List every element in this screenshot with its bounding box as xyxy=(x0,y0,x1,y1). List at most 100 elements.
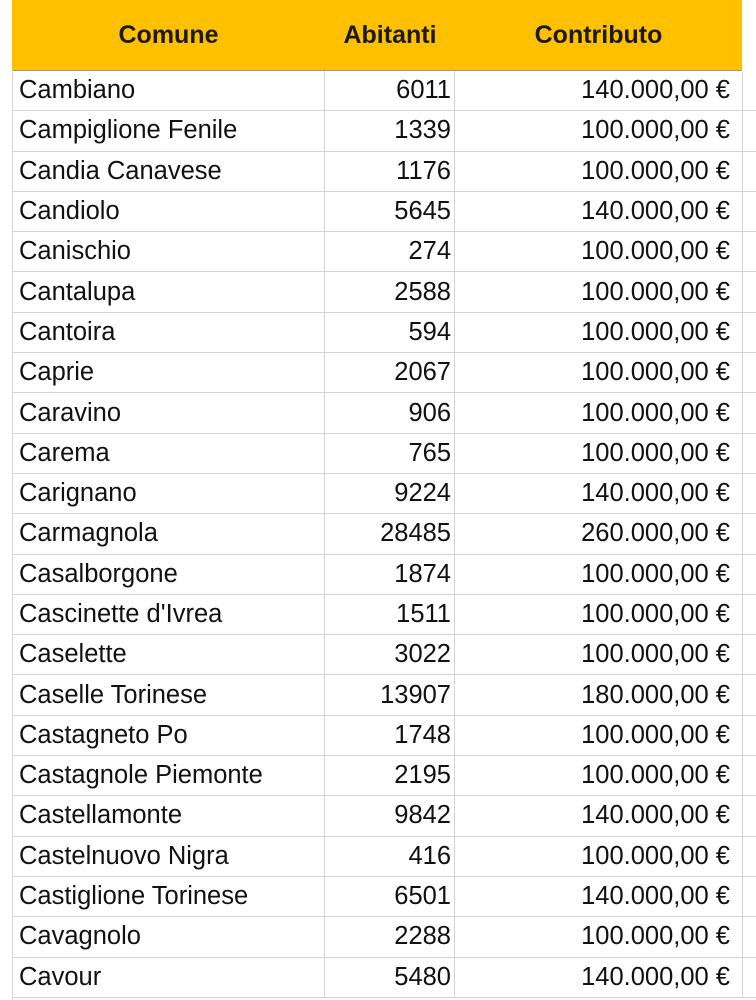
table-row: Castelnuovo Nigra 416 100.000,00 € xyxy=(12,836,756,877)
cell-abitanti[interactable]: 9842 xyxy=(325,796,455,836)
cell-contributo[interactable]: 100.000,00 € xyxy=(455,917,743,957)
cell-contributo[interactable]: 140.000,00 € xyxy=(455,473,743,514)
table-row: Casalborgone 1874 100.000,00 € xyxy=(12,554,756,595)
table-body: Cambiano 6011 140.000,00 € Campiglione Feni… xyxy=(12,71,756,998)
cell-abitanti[interactable]: 9224 xyxy=(325,473,455,514)
column-header-comune[interactable]: Comune xyxy=(118,20,219,49)
cell-contributo[interactable]: 100.000,00 € xyxy=(455,272,743,312)
column-header-abitanti[interactable]: Abitanti xyxy=(343,20,437,49)
cell-abitanti[interactable]: 13907 xyxy=(325,675,455,715)
table-row: Cantoira 594 100.000,00 € xyxy=(12,312,756,354)
table-row: Canischio 274 100.000,00 € xyxy=(12,232,756,273)
cell-contributo[interactable]: 100.000,00 € xyxy=(455,715,743,756)
cell-abitanti[interactable]: 594 xyxy=(325,312,455,353)
cell-abitanti[interactable]: 6501 xyxy=(325,876,455,917)
table-row: Castagnole Piemonte 2195 100.000,00 € xyxy=(12,756,756,797)
cell-comune[interactable]: Canischio xyxy=(12,232,325,272)
table-row: Cascinette d'Ivrea 1511 100.000,00 € xyxy=(12,594,756,636)
cell-abitanti[interactable]: 1176 xyxy=(325,151,455,191)
table-row: Castagneto Po 1748 100.000,00 € xyxy=(12,715,756,757)
cell-abitanti[interactable]: 2195 xyxy=(325,756,455,796)
cell-abitanti[interactable]: 1511 xyxy=(325,594,455,635)
cell-comune[interactable]: Cantalupa xyxy=(12,272,325,312)
table-row: Castiglione Torinese 6501 140.000,00 € xyxy=(12,876,756,918)
table-row: Cantalupa 2588 100.000,00 € xyxy=(12,272,756,313)
cell-abitanti[interactable]: 1874 xyxy=(325,554,455,594)
table-row: Caravino 906 100.000,00 € xyxy=(12,393,756,434)
table-row: Cambiano 6011 140.000,00 € xyxy=(12,71,756,112)
cell-abitanti[interactable]: 906 xyxy=(325,393,455,433)
table-row: Carignano 9224 140.000,00 € xyxy=(12,473,756,515)
cell-contributo[interactable]: 140.000,00 € xyxy=(455,191,743,232)
cell-contributo[interactable]: 140.000,00 € xyxy=(455,71,743,111)
cell-abitanti[interactable]: 2288 xyxy=(325,917,455,957)
cell-abitanti[interactable]: 416 xyxy=(325,836,455,876)
header-border xyxy=(12,70,742,71)
cell-contributo[interactable]: 140.000,00 € xyxy=(455,796,743,836)
cell-comune[interactable]: Candiolo xyxy=(12,191,325,232)
cell-contributo[interactable]: 100.000,00 € xyxy=(455,151,743,191)
cell-comune[interactable]: Caselle Torinese xyxy=(12,675,325,715)
cell-contributo[interactable]: 100.000,00 € xyxy=(455,635,743,675)
cell-abitanti[interactable]: 28485 xyxy=(325,514,455,554)
table-row: Campiglione Fenile 1339 100.000,00 € xyxy=(12,111,756,152)
cell-contributo[interactable]: 140.000,00 € xyxy=(455,876,743,917)
cell-comune[interactable]: Caprie xyxy=(12,353,325,393)
cell-comune[interactable]: Castagnole Piemonte xyxy=(12,756,325,796)
cell-contributo[interactable]: 100.000,00 € xyxy=(455,433,743,473)
column-header-contributo[interactable]: Contributo xyxy=(534,20,663,49)
cell-contributo[interactable]: 180.000,00 € xyxy=(455,675,743,715)
cell-abitanti[interactable]: 5480 xyxy=(325,957,455,997)
cell-abitanti[interactable]: 1748 xyxy=(325,715,455,756)
table-row: Cavour 5480 140.000,00 € xyxy=(12,957,756,998)
cell-comune[interactable]: Carmagnola xyxy=(12,514,325,554)
cell-contributo[interactable]: 140.000,00 € xyxy=(455,957,743,997)
cell-comune[interactable]: Caravino xyxy=(12,393,325,433)
table-row: Candiolo 5645 140.000,00 € xyxy=(12,191,756,233)
cell-comune[interactable]: Cascinette d'Ivrea xyxy=(12,594,325,635)
cell-abitanti[interactable]: 274 xyxy=(325,232,455,272)
cell-comune[interactable]: Carema xyxy=(12,433,325,473)
cell-contributo[interactable]: 100.000,00 € xyxy=(455,554,743,594)
cell-comune[interactable]: Casalborgone xyxy=(12,554,325,594)
table-row: Cavagnolo 2288 100.000,00 € xyxy=(12,917,756,958)
cell-contributo[interactable]: 100.000,00 € xyxy=(455,756,743,796)
cell-comune[interactable]: Campiglione Fenile xyxy=(12,111,325,151)
cell-abitanti[interactable]: 2588 xyxy=(325,272,455,312)
cell-comune[interactable]: Carignano xyxy=(12,473,325,514)
cell-contributo[interactable]: 100.000,00 € xyxy=(455,353,743,393)
cell-contributo[interactable]: 100.000,00 € xyxy=(455,594,743,635)
cell-abitanti[interactable]: 5645 xyxy=(325,191,455,232)
cell-comune[interactable]: Caselette xyxy=(12,635,325,675)
cell-comune[interactable]: Castagneto Po xyxy=(12,715,325,756)
cell-contributo[interactable]: 100.000,00 € xyxy=(455,836,743,876)
table-row: Castellamonte 9842 140.000,00 € xyxy=(12,796,756,837)
cell-comune[interactable]: Cavour xyxy=(12,957,325,997)
cell-abitanti[interactable]: 3022 xyxy=(325,635,455,675)
cell-comune[interactable]: Candia Canavese xyxy=(12,151,325,191)
cell-abitanti[interactable]: 2067 xyxy=(325,353,455,393)
cell-contributo[interactable]: 100.000,00 € xyxy=(455,312,743,353)
cell-comune[interactable]: Cantoira xyxy=(12,312,325,353)
cell-abitanti[interactable]: 1339 xyxy=(325,111,455,151)
table-row: Caselette 3022 100.000,00 € xyxy=(12,635,756,676)
header-row: Comune Abitanti Contributo xyxy=(12,0,742,70)
table-row: Carema 765 100.000,00 € xyxy=(12,433,756,474)
cell-contributo[interactable]: 260.000,00 € xyxy=(455,514,743,554)
table-row: Caselle Torinese 13907 180.000,00 € xyxy=(12,675,756,716)
cell-abitanti[interactable]: 765 xyxy=(325,433,455,473)
cell-abitanti[interactable]: 6011 xyxy=(325,71,455,111)
table-row: Candia Canavese 1176 100.000,00 € xyxy=(12,151,756,192)
cell-contributo[interactable]: 100.000,00 € xyxy=(455,111,743,151)
cell-comune[interactable]: Castiglione Torinese xyxy=(12,876,325,917)
table-row: Carmagnola 28485 260.000,00 € xyxy=(12,514,756,555)
cell-contributo[interactable]: 100.000,00 € xyxy=(455,232,743,272)
table-row: Caprie 2067 100.000,00 € xyxy=(12,353,756,394)
left-gridline xyxy=(12,70,13,1000)
cell-contributo[interactable]: 100.000,00 € xyxy=(455,393,743,433)
cell-comune[interactable]: Castelnuovo Nigra xyxy=(12,836,325,876)
cell-comune[interactable]: Cambiano xyxy=(12,71,325,111)
cell-comune[interactable]: Cavagnolo xyxy=(12,917,325,957)
cell-comune[interactable]: Castellamonte xyxy=(12,796,325,836)
